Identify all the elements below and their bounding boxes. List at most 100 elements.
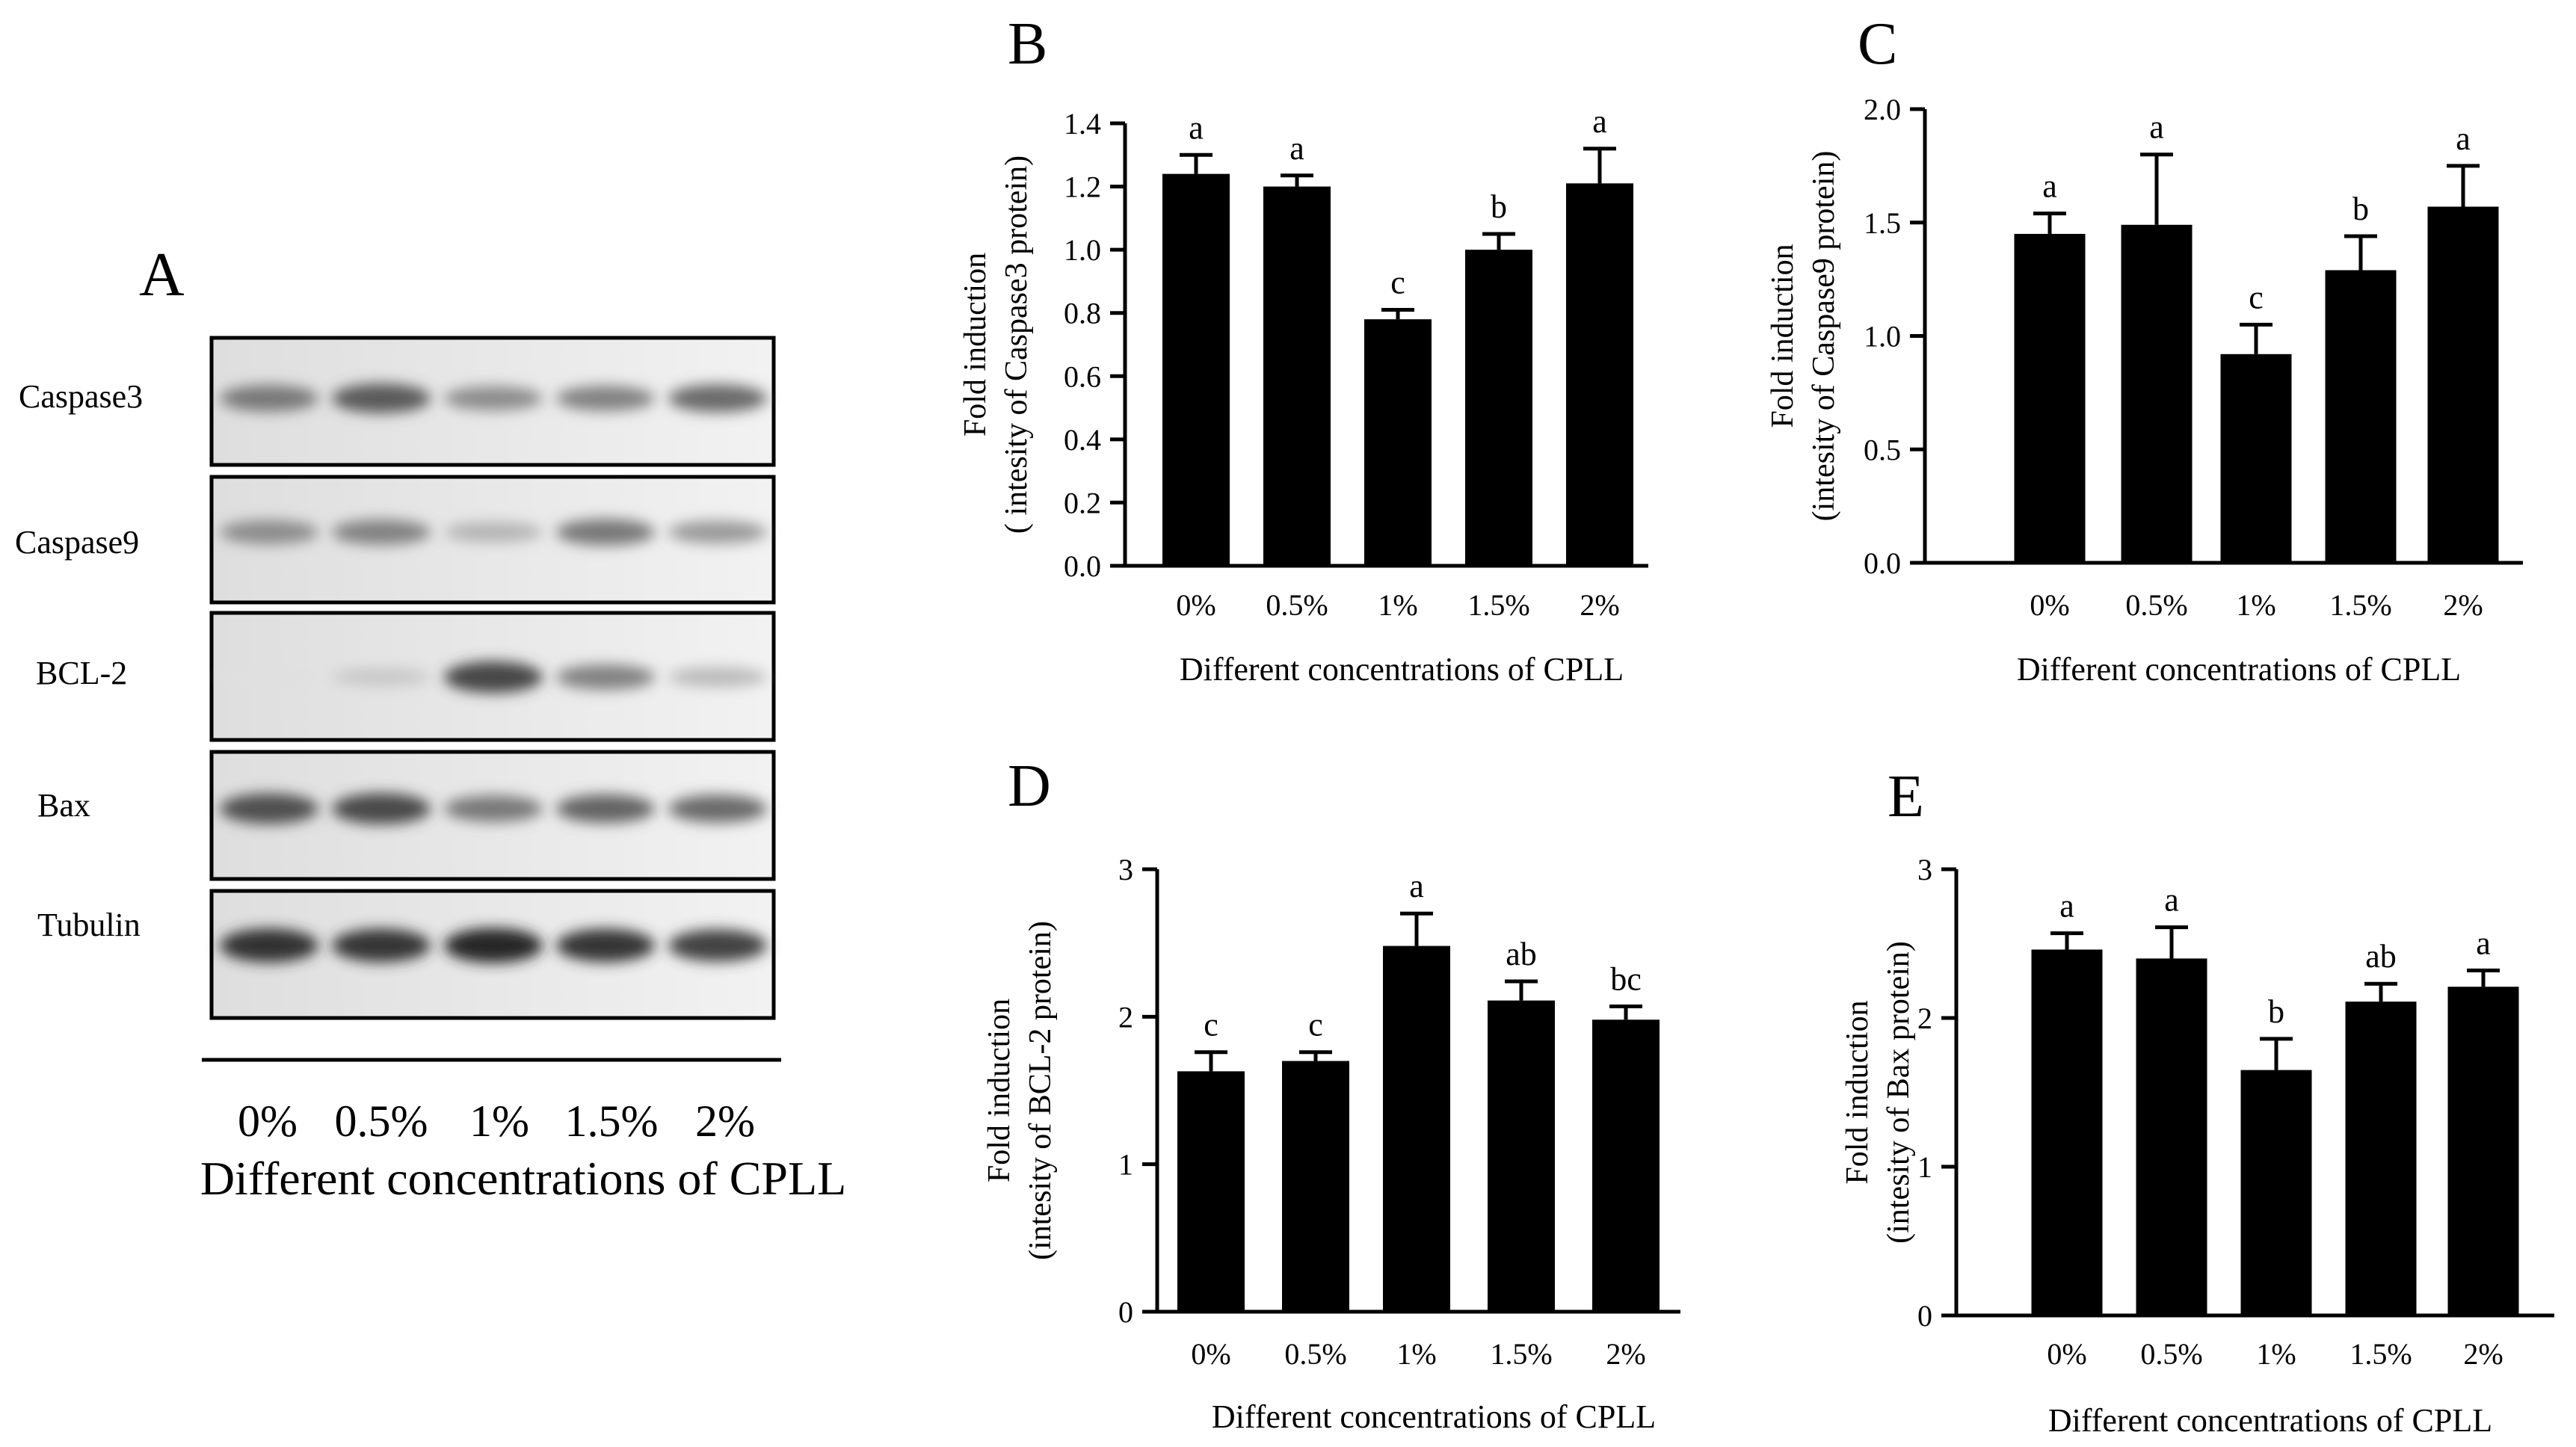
blot-band	[444, 661, 543, 694]
bar	[1282, 1061, 1349, 1312]
blot-band	[556, 519, 655, 546]
bar	[1592, 1019, 1660, 1312]
blot-band	[668, 667, 767, 688]
panel-letter: D	[1008, 753, 1051, 819]
y-tick-label: 2	[1118, 1000, 1133, 1034]
significance-letter: a	[1289, 130, 1304, 167]
blot-band	[556, 664, 655, 690]
y-axis-label: Fold induction	[1840, 1000, 1875, 1184]
blot-band	[444, 928, 543, 963]
y-axis-label: ( intesity of Caspase3 protein)	[999, 155, 1034, 534]
x-tick-label: 0%	[2047, 1337, 2086, 1371]
blot-band	[444, 386, 543, 411]
y-tick-label: 1.0	[1064, 233, 1101, 267]
bar	[2427, 206, 2499, 563]
y-axis-label: (intesity of BCL-2 protein)	[1023, 921, 1058, 1260]
x-tick-label: 0.5%	[1284, 1337, 1346, 1371]
blot-band	[332, 519, 431, 545]
x-axis-label: Different concentrations of CPLL	[1212, 1398, 1656, 1435]
significance-letter: b	[2352, 191, 2369, 227]
blot-row-label: Bax	[37, 787, 90, 824]
x-tick-label: 1.5%	[2349, 1337, 2412, 1371]
bar	[2240, 1070, 2312, 1315]
y-tick-label: 1.0	[1864, 320, 1901, 354]
panel-letter: C	[1858, 11, 1897, 77]
bar	[1465, 250, 1532, 566]
blot-row-label: Caspase9	[15, 524, 139, 561]
y-tick-label: 0.4	[1064, 423, 1101, 457]
bar	[1566, 183, 1633, 567]
x-tick-label: 1.5%	[2329, 588, 2391, 622]
blot-lane-label: 0.5%	[335, 1096, 428, 1146]
x-tick-label: 1%	[1396, 1337, 1436, 1371]
panel-letter: B	[1008, 11, 1047, 77]
y-axis-label: (intesity of Bax protein)	[1882, 941, 1916, 1244]
x-tick-label: 1%	[1378, 588, 1417, 622]
x-tick-label: 0%	[2030, 588, 2069, 622]
x-tick-label: 0.5%	[2125, 588, 2187, 622]
x-tick-label: 0.5%	[2140, 1337, 2202, 1371]
significance-letter: ab	[2365, 938, 2397, 975]
blot-lane-label: 1.5%	[565, 1096, 659, 1146]
bar	[2220, 354, 2292, 563]
y-axis-label: Fold induction	[958, 253, 993, 436]
panel-letter-a: A	[139, 240, 185, 309]
significance-letter: a	[2476, 925, 2491, 961]
significance-letter: b	[1491, 188, 1507, 225]
bar	[1162, 173, 1230, 566]
x-tick-label: 1%	[2236, 588, 2275, 622]
chart-panel-b: B 0.0 0.2 0.4 0.6 0.8 1.0 1.2 1.4 a 0% a 0.5% c 1% b 1.5…	[958, 11, 1648, 688]
y-tick-label: 0.5	[1864, 433, 1901, 466]
blot-band	[556, 794, 655, 824]
chart-panel-d: D 0 1 2 3 c 0% c 0.5% a 1% ab 1.5% bc 2% Different conc…	[982, 753, 1680, 1435]
bar	[2014, 233, 2086, 563]
x-axis-label: Different concentrations of CPLL	[2017, 651, 2461, 688]
blot-band	[332, 383, 431, 413]
significance-letter: a	[1409, 868, 1424, 904]
blot-lane-label: 2%	[695, 1096, 755, 1146]
bar	[1364, 319, 1432, 566]
significance-letter: c	[1204, 1007, 1218, 1043]
significance-letter: c	[1308, 1007, 1323, 1043]
blot-band	[556, 928, 655, 963]
blot-lane-label: 0%	[238, 1096, 298, 1146]
y-tick-label: 2	[1917, 1002, 1932, 1035]
blot-band	[668, 520, 767, 544]
blot-row-label: Tubulin	[37, 907, 141, 943]
y-tick-label: 3	[1118, 853, 1133, 886]
blot-band	[668, 384, 767, 413]
x-tick-label: 0%	[1176, 588, 1215, 622]
y-tick-label: 0.8	[1064, 297, 1101, 330]
blot-lane-label: 1%	[469, 1096, 529, 1146]
bar	[2325, 270, 2397, 563]
x-tick-label: 2%	[1580, 588, 1619, 622]
bar	[1488, 1000, 1555, 1312]
blot-band	[444, 522, 543, 543]
significance-letter: a	[2456, 120, 2471, 157]
significance-letter: a	[1592, 103, 1607, 140]
y-tick-label: 1	[1118, 1148, 1133, 1182]
blot-band	[220, 519, 318, 545]
blot-band	[444, 795, 543, 822]
significance-letter: a	[1189, 109, 1204, 146]
bar	[1263, 186, 1331, 567]
y-tick-label: 1.4	[1064, 107, 1101, 141]
y-tick-label: 3	[1917, 853, 1932, 886]
chart-panel-e: E 0 1 2 3 a 0% a 0.5% b 1% ab 1.5% a 2% Different conce…	[1840, 764, 2554, 1439]
x-tick-label: 2%	[1606, 1337, 1645, 1371]
y-tick-label: 1.5	[1864, 206, 1901, 240]
blot-band	[332, 928, 431, 963]
bar	[2031, 949, 2103, 1315]
significance-letter: a	[2042, 168, 2057, 205]
blot-band	[556, 386, 655, 411]
y-tick-label: 2.0	[1864, 93, 1901, 126]
bar-charts: B 0.0 0.2 0.4 0.6 0.8 1.0 1.2 1.4 a 0% a 0.5% c 1% b 1.5…	[958, 11, 2554, 1439]
x-tick-label: 1.5%	[1490, 1337, 1552, 1371]
significance-letter: a	[2149, 109, 2164, 146]
blot-row-label: BCL-2	[36, 655, 127, 691]
blot-band	[220, 669, 318, 685]
significance-letter: a	[2059, 888, 2074, 925]
x-tick-label: 2%	[2443, 588, 2483, 622]
x-tick-label: 1.5%	[1467, 588, 1529, 622]
y-axis-label: (intesity of Caspase9 protein)	[1807, 151, 1841, 522]
